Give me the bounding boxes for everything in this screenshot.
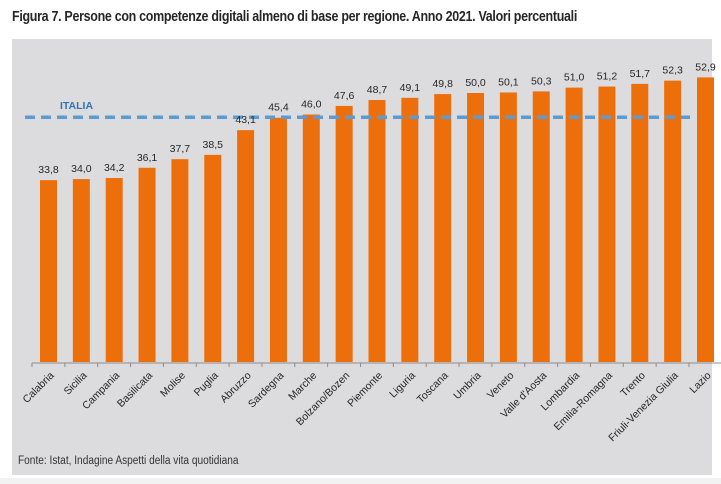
bar-8 xyxy=(302,114,320,363)
category-label-10: Piemonte xyxy=(345,370,385,410)
category-label-1: Sicilia xyxy=(62,370,90,398)
value-label-19: 52,3 xyxy=(662,65,683,77)
value-label-9: 47,6 xyxy=(334,90,355,102)
bar-18 xyxy=(631,83,649,362)
bar-20 xyxy=(697,77,714,362)
bar-15 xyxy=(532,91,550,363)
category-label-12: Toscana xyxy=(415,370,451,406)
bar-6 xyxy=(237,130,255,362)
value-label-18: 51,7 xyxy=(630,68,651,80)
bar-0 xyxy=(40,180,57,362)
bar-3 xyxy=(138,167,156,362)
bar-1 xyxy=(72,179,90,362)
category-label-3: Basilicata xyxy=(115,370,155,410)
value-label-5: 38,5 xyxy=(203,139,224,151)
value-label-14: 50,1 xyxy=(498,76,519,88)
reference-line-label: ITALIA xyxy=(60,100,93,112)
value-label-17: 51,2 xyxy=(597,71,618,83)
value-label-11: 49,1 xyxy=(400,82,421,94)
value-label-13: 50,0 xyxy=(465,77,486,89)
chart-panel xyxy=(12,39,712,475)
category-label-5: Puglia xyxy=(192,370,221,399)
value-label-4: 37,7 xyxy=(170,143,191,155)
bar-13 xyxy=(467,93,485,362)
bar-2 xyxy=(105,178,123,362)
category-label-17: Emilia-Romagna xyxy=(552,370,615,433)
bar-14 xyxy=(499,92,517,362)
value-label-16: 51,0 xyxy=(564,72,585,84)
bar-19 xyxy=(664,80,682,362)
bar-7 xyxy=(269,117,287,362)
category-label-14: Veneto xyxy=(485,370,517,402)
page-bottom-strip xyxy=(0,478,721,484)
source-note: Fonte: Istat, Indagine Aspetti della vit… xyxy=(18,455,239,467)
bar-12 xyxy=(434,94,452,363)
category-label-0: Calabria xyxy=(20,370,56,406)
value-label-0: 33,8 xyxy=(38,164,59,176)
value-label-12: 49,8 xyxy=(432,78,453,90)
category-label-4: Molise xyxy=(158,370,188,400)
value-label-20: 52,9 xyxy=(695,61,716,73)
value-label-3: 36,1 xyxy=(137,152,158,164)
bar-9 xyxy=(335,105,353,363)
value-label-6: 43,1 xyxy=(235,114,256,126)
figure-title: Figura 7. Persone con competenze digital… xyxy=(12,9,578,25)
value-label-1: 34,0 xyxy=(71,163,92,175)
bar-11 xyxy=(401,97,419,362)
bar-5 xyxy=(204,154,222,362)
category-label-20: Lazio xyxy=(687,370,713,396)
category-label-11: Liguria xyxy=(387,370,418,401)
bar-10 xyxy=(368,99,386,362)
category-label-13: Umbria xyxy=(451,370,484,403)
value-label-7: 45,4 xyxy=(268,102,289,114)
bar-17 xyxy=(598,86,616,362)
category-label-18: Trento xyxy=(618,370,648,400)
bar-16 xyxy=(565,87,583,363)
value-label-15: 50,3 xyxy=(531,75,552,87)
category-label-7: Sardegna xyxy=(246,370,287,411)
value-label-2: 34,2 xyxy=(104,162,125,174)
value-label-8: 46,0 xyxy=(301,99,322,111)
bar-4 xyxy=(171,159,189,362)
value-label-10: 48,7 xyxy=(367,84,388,96)
